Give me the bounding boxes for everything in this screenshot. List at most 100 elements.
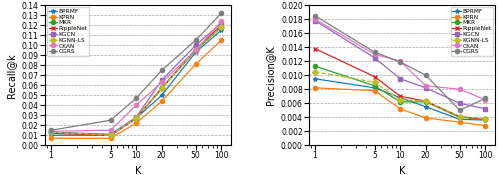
- BPRMF: [159, 94, 165, 96]
- Line: BPRMF: BPRMF: [49, 28, 224, 137]
- KGCN: [456, 102, 462, 104]
- KGNN-LS: [133, 117, 139, 119]
- Line: MKR: MKR: [49, 25, 224, 137]
- KPRN: [312, 87, 318, 89]
- KGCN: [133, 116, 139, 118]
- RippleNet: [312, 48, 318, 50]
- KGNN-LS: [192, 49, 198, 51]
- RippleNet: [192, 48, 198, 50]
- Line: BPRMF: BPRMF: [313, 77, 488, 122]
- MKR: [133, 117, 139, 119]
- CKAN: [48, 130, 54, 132]
- RippleNet: [48, 132, 54, 134]
- BPRMF: [397, 97, 403, 99]
- BPRMF: [312, 78, 318, 80]
- X-axis label: K: K: [135, 166, 141, 175]
- CKAN: [423, 85, 429, 87]
- CGRS: [48, 129, 54, 131]
- CKAN: [482, 99, 488, 101]
- KPRN: [159, 100, 165, 102]
- CKAN: [159, 81, 165, 83]
- Line: KPRN: KPRN: [49, 38, 224, 140]
- KGNN-LS: [108, 134, 114, 136]
- MKR: [397, 101, 403, 103]
- KPRN: [482, 125, 488, 127]
- KPRN: [192, 63, 198, 65]
- Legend: BPRMF, KPRN, MKR, RippleNet, KGCN, KGNN-LS, CKAN, CGRS: BPRMF, KPRN, MKR, RippleNet, KGCN, KGNN-…: [450, 7, 494, 56]
- KGCN: [423, 87, 429, 89]
- KGCN: [192, 44, 198, 46]
- Legend: BPRMF, KPRN, MKR, RippleNet, KGCN, KGNN-LS, CKAN, CGRS: BPRMF, KPRN, MKR, RippleNet, KGCN, KGNN-…: [47, 7, 90, 56]
- RippleNet: [108, 134, 114, 136]
- BPRMF: [372, 87, 378, 89]
- KGNN-LS: [312, 71, 318, 73]
- MKR: [372, 85, 378, 87]
- KPRN: [108, 137, 114, 139]
- Line: CKAN: CKAN: [313, 17, 488, 102]
- KGCN: [372, 57, 378, 59]
- RippleNet: [218, 24, 224, 26]
- KGNN-LS: [372, 81, 378, 83]
- RippleNet: [482, 118, 488, 120]
- MKR: [482, 118, 488, 120]
- Y-axis label: Recall@k: Recall@k: [6, 53, 16, 98]
- Line: CGRS: CGRS: [49, 11, 224, 132]
- KGCN: [159, 79, 165, 81]
- Line: MKR: MKR: [313, 64, 488, 121]
- KGNN-LS: [48, 131, 54, 133]
- KGCN: [312, 20, 318, 22]
- MKR: [48, 131, 54, 133]
- KPRN: [372, 90, 378, 92]
- KGNN-LS: [397, 99, 403, 101]
- MKR: [312, 65, 318, 67]
- RippleNet: [133, 117, 139, 119]
- Line: KPRN: KPRN: [313, 86, 488, 128]
- CGRS: [218, 12, 224, 14]
- CKAN: [372, 53, 378, 55]
- CKAN: [218, 20, 224, 22]
- Line: KGNN-LS: KGNN-LS: [313, 70, 488, 121]
- X-axis label: K: K: [399, 166, 405, 175]
- MKR: [218, 26, 224, 28]
- Line: CGRS: CGRS: [313, 14, 488, 112]
- CGRS: [372, 51, 378, 53]
- CGRS: [133, 97, 139, 99]
- CGRS: [482, 97, 488, 99]
- MKR: [159, 87, 165, 89]
- MKR: [456, 116, 462, 118]
- CGRS: [456, 109, 462, 111]
- KPRN: [423, 117, 429, 119]
- RippleNet: [423, 100, 429, 102]
- KGCN: [108, 133, 114, 135]
- KPRN: [456, 121, 462, 123]
- CKAN: [312, 18, 318, 20]
- KGNN-LS: [159, 87, 165, 89]
- BPRMF: [108, 134, 114, 136]
- RippleNet: [159, 87, 165, 89]
- Line: KGCN: KGCN: [313, 19, 488, 111]
- Line: KGNN-LS: KGNN-LS: [49, 25, 224, 137]
- KGNN-LS: [423, 100, 429, 102]
- MKR: [192, 49, 198, 51]
- KGCN: [218, 22, 224, 24]
- BPRMF: [423, 106, 429, 108]
- BPRMF: [456, 118, 462, 120]
- Line: KGCN: KGCN: [49, 21, 224, 136]
- KPRN: [218, 39, 224, 41]
- CKAN: [133, 104, 139, 106]
- CGRS: [159, 69, 165, 71]
- MKR: [423, 101, 429, 103]
- KGCN: [397, 78, 403, 80]
- BPRMF: [218, 29, 224, 31]
- BPRMF: [48, 134, 54, 136]
- KPRN: [133, 122, 139, 124]
- BPRMF: [192, 51, 198, 53]
- KGNN-LS: [218, 26, 224, 28]
- KPRN: [48, 137, 54, 139]
- BPRMF: [482, 119, 488, 121]
- CKAN: [192, 49, 198, 51]
- RippleNet: [372, 76, 378, 78]
- KGCN: [482, 108, 488, 110]
- Line: CKAN: CKAN: [49, 19, 224, 133]
- KGNN-LS: [456, 116, 462, 118]
